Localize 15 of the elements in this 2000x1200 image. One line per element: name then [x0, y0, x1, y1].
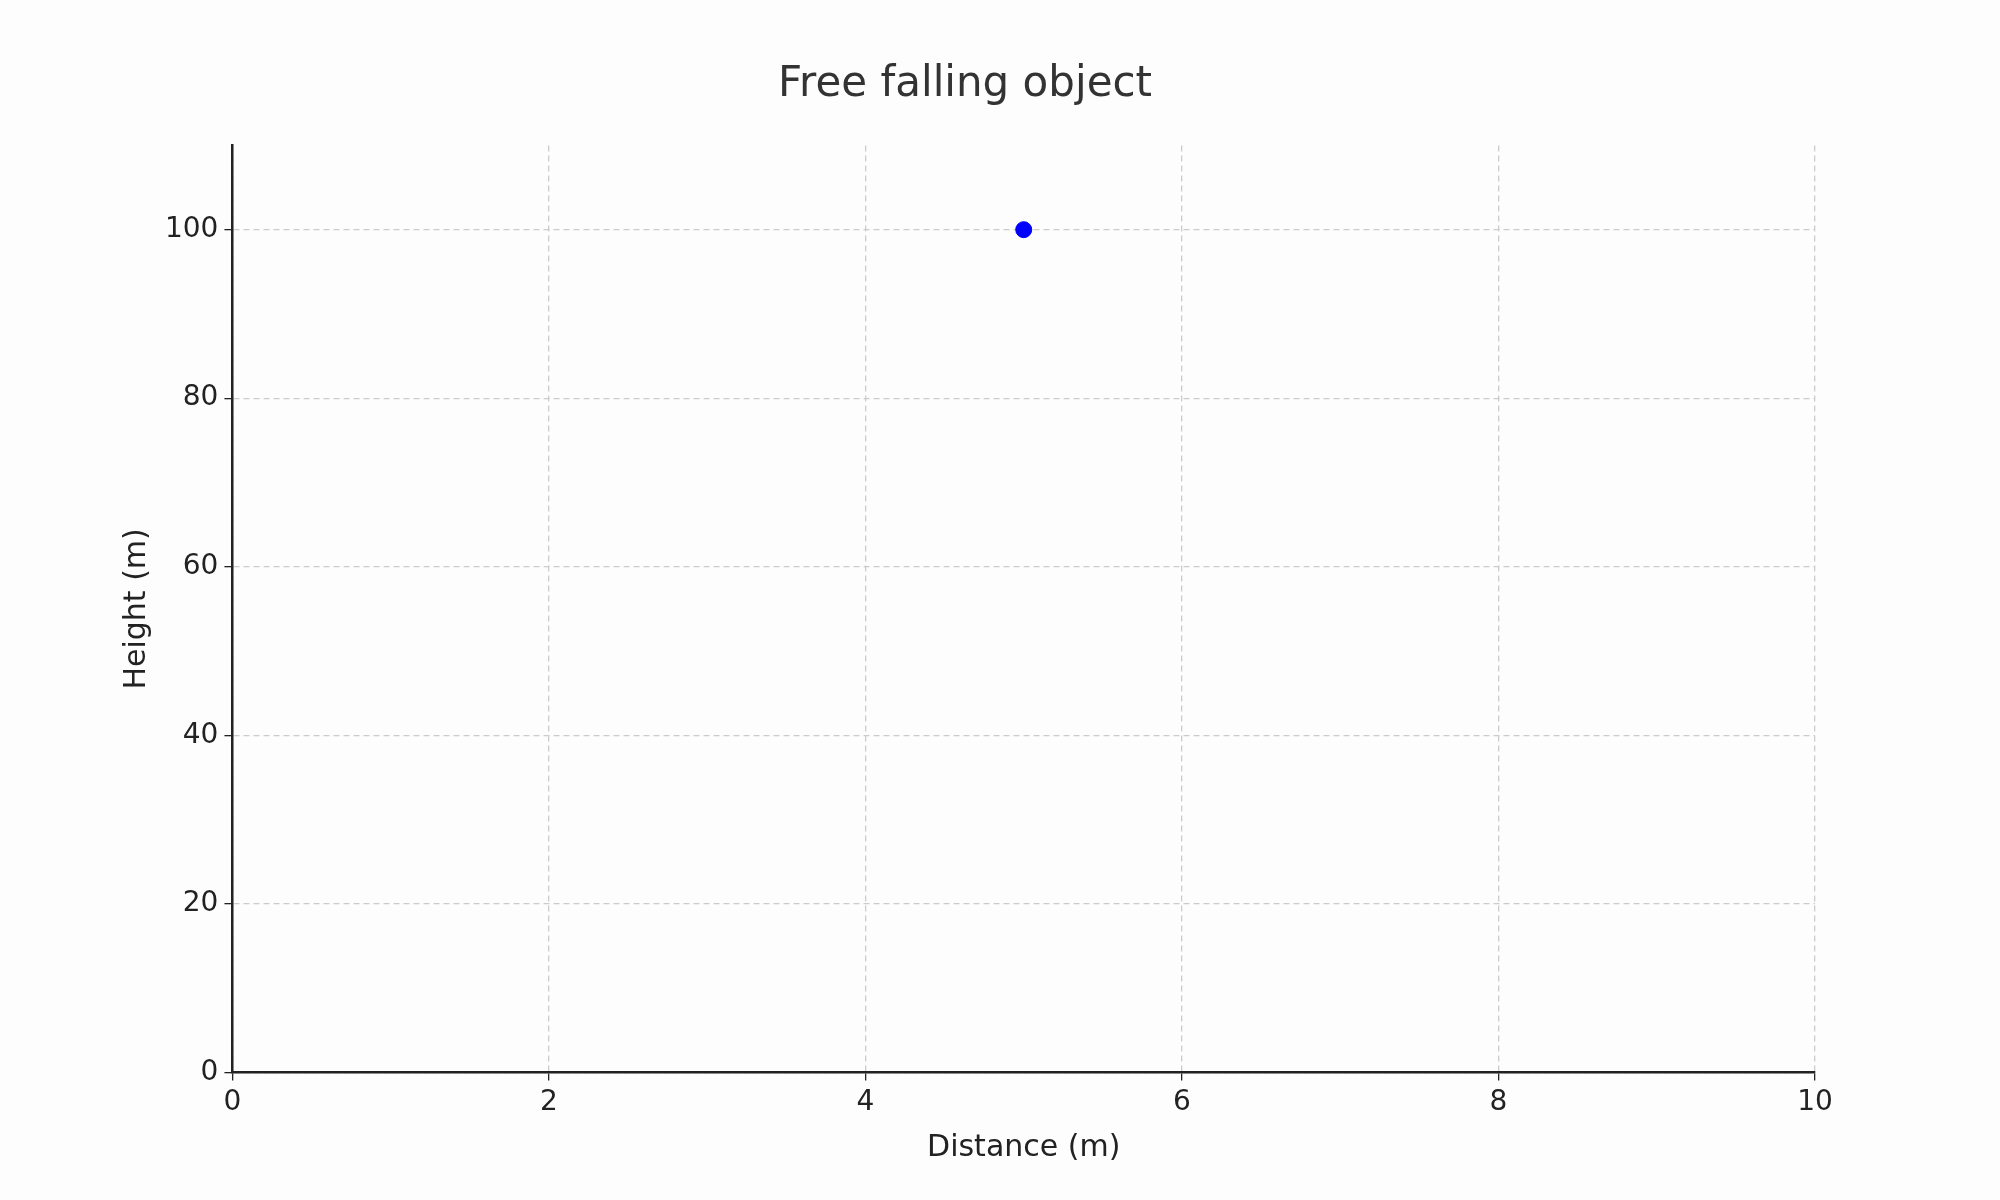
- y-tick-label: 20: [182, 885, 219, 919]
- chart-title: Free falling object: [777, 57, 1153, 107]
- x-tick-label: 10: [1797, 1084, 1833, 1118]
- x-tick-label: 8: [1489, 1084, 1508, 1118]
- x-tick-label: 0: [223, 1084, 242, 1118]
- x-tick-label: 2: [540, 1084, 558, 1118]
- x-tick-label: 6: [1173, 1084, 1191, 1118]
- x-tick-label: 4: [856, 1084, 875, 1118]
- y-tick-label: 80: [182, 379, 219, 413]
- y-tick-label: 60: [182, 548, 219, 582]
- y-axis-title: Height (m): [116, 528, 152, 690]
- x-axis-title: Distance (m): [927, 1127, 1121, 1163]
- y-tick-label: 0: [200, 1053, 219, 1087]
- y-tick-label: 40: [182, 716, 219, 750]
- y-tick-label: 100: [164, 210, 219, 244]
